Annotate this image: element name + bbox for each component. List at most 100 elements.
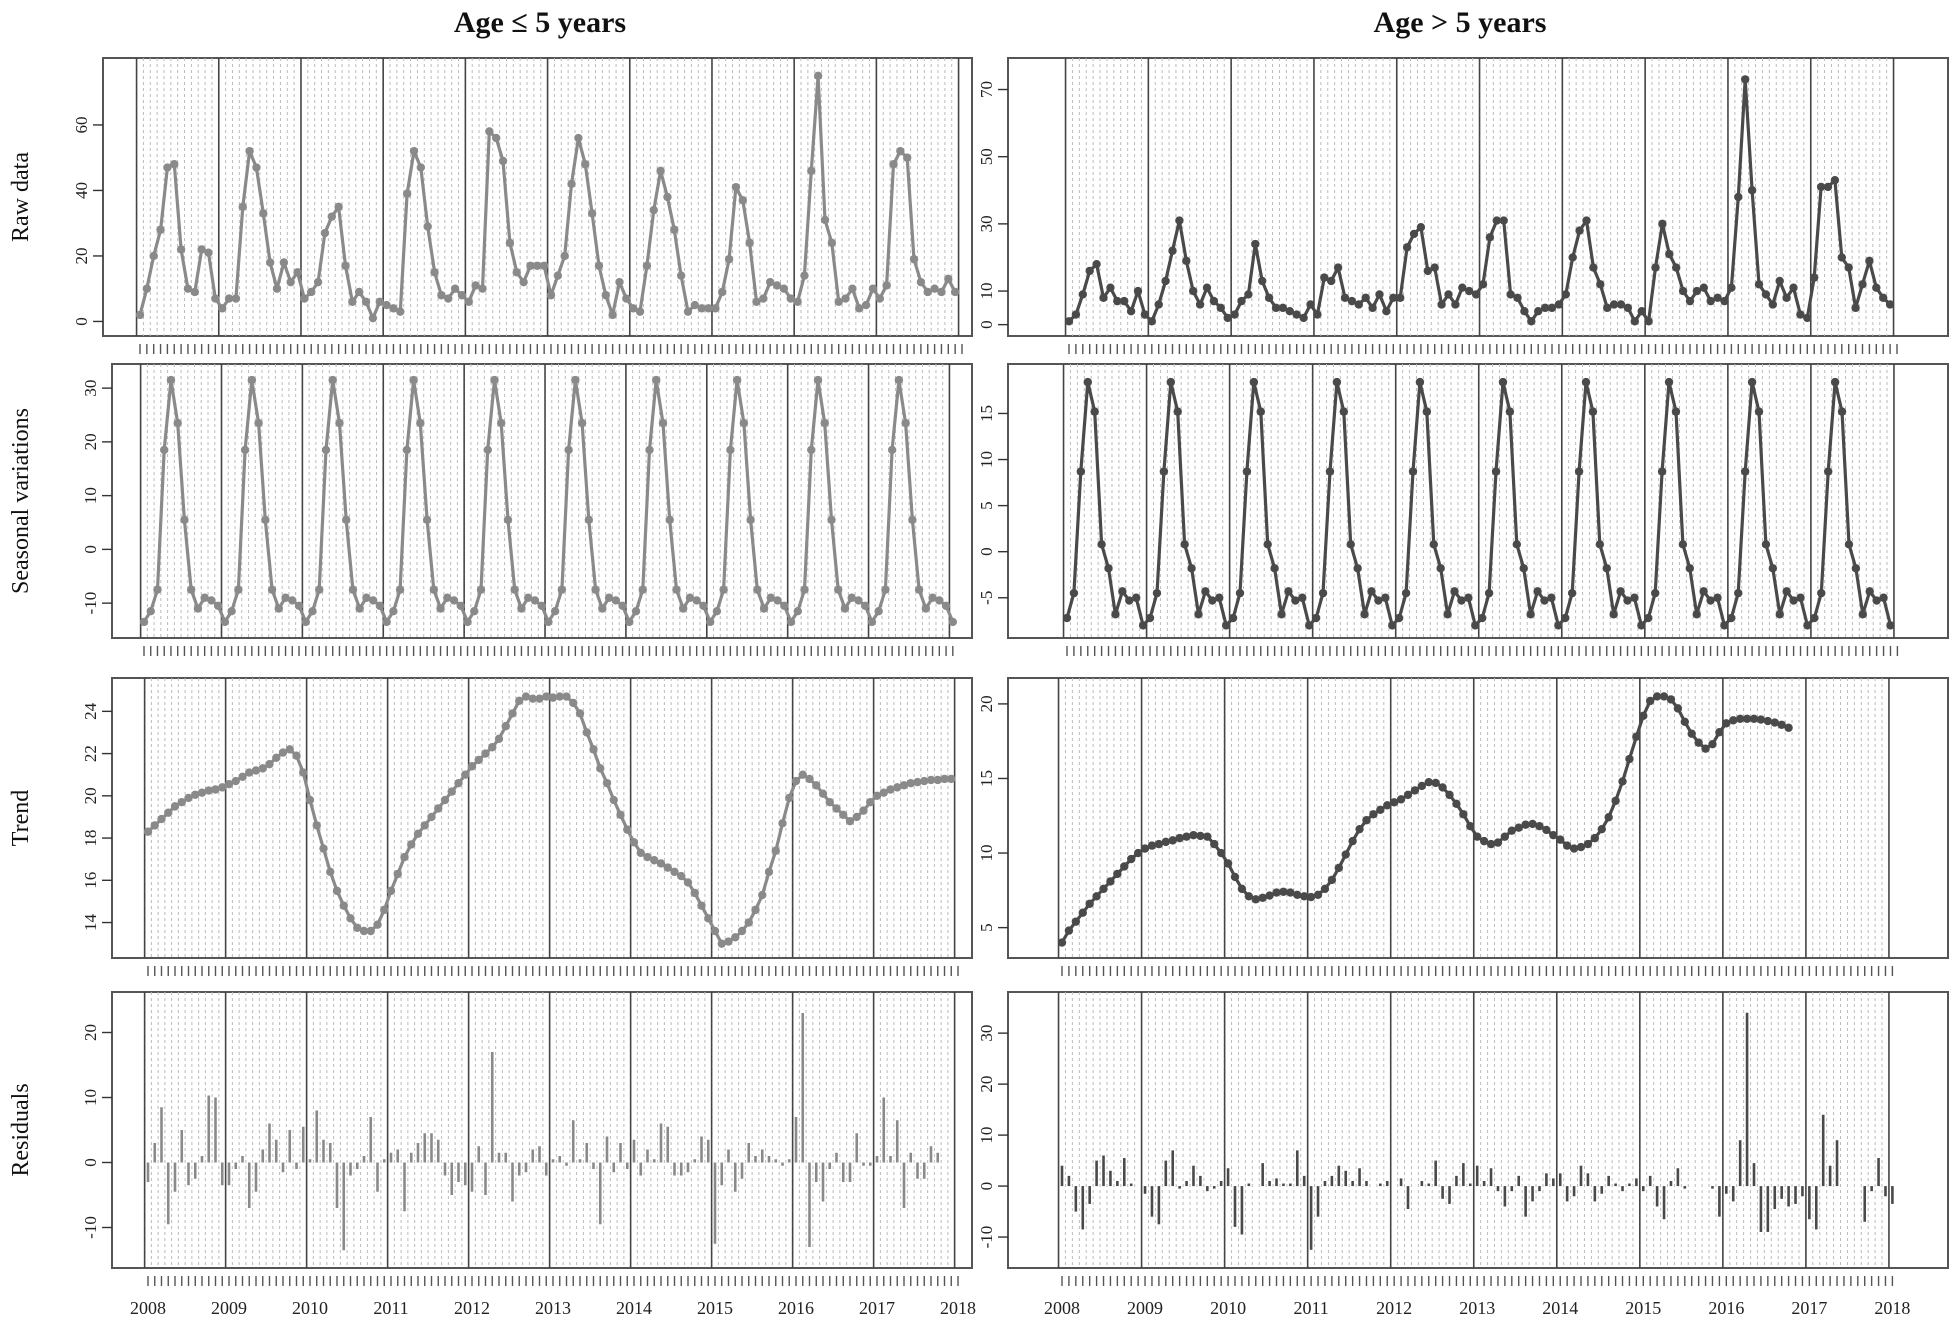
data-point	[807, 166, 816, 175]
data-point	[434, 804, 443, 813]
data-point	[947, 774, 956, 784]
data-point	[732, 375, 742, 385]
data-point	[1083, 377, 1092, 387]
data-point	[1618, 777, 1627, 786]
data-point	[1720, 296, 1729, 306]
data-point	[1596, 280, 1605, 289]
data-point	[1844, 540, 1854, 549]
data-point	[1286, 888, 1295, 897]
data-point	[1554, 300, 1564, 309]
data-point	[197, 788, 207, 797]
data-point	[1340, 293, 1350, 302]
data-point	[839, 810, 848, 820]
data-point	[299, 768, 308, 777]
data-point	[1145, 613, 1155, 623]
data-point	[1479, 836, 1489, 846]
data-point	[793, 606, 802, 616]
data-point	[1382, 307, 1391, 316]
data-point	[1735, 714, 1745, 724]
data-point	[1556, 835, 1565, 844]
data-point	[589, 745, 598, 754]
data-point	[234, 585, 243, 594]
data-point	[1830, 377, 1840, 387]
data-point	[1202, 283, 1212, 292]
data-point	[265, 759, 274, 769]
data-point	[173, 418, 182, 428]
data-point	[874, 606, 883, 616]
data-point	[1320, 273, 1329, 282]
data-point	[1195, 300, 1205, 309]
data-point	[483, 445, 492, 455]
data-point	[594, 261, 604, 270]
data-point	[1209, 296, 1219, 306]
data-point	[461, 770, 470, 779]
data-point	[1540, 303, 1550, 313]
data-point	[1514, 823, 1523, 832]
panel-frame	[1007, 57, 1949, 337]
y-tick-label: 30	[81, 380, 100, 397]
data-point	[1187, 564, 1196, 573]
data-point	[1265, 891, 1274, 900]
data-point	[813, 71, 823, 81]
data-point	[251, 766, 261, 775]
data-point	[535, 694, 544, 703]
data-point	[1251, 895, 1260, 904]
data-point	[1740, 467, 1750, 476]
data-point	[649, 205, 658, 215]
data-point	[334, 202, 343, 212]
data-point	[766, 277, 775, 287]
data-point	[542, 692, 551, 701]
data-point	[1133, 286, 1143, 296]
data-point	[1685, 564, 1695, 573]
data-point	[731, 933, 740, 942]
data-point	[1339, 407, 1349, 416]
data-point	[928, 593, 937, 602]
data-point	[793, 297, 802, 306]
data-point	[908, 515, 917, 525]
data-point	[672, 585, 681, 594]
data-point	[1513, 293, 1522, 302]
data-point	[197, 245, 206, 254]
data-point	[1471, 621, 1480, 630]
data-point	[1097, 540, 1106, 549]
data-point	[582, 728, 591, 737]
data-point	[1333, 263, 1343, 272]
data-point	[422, 515, 432, 525]
data-point	[267, 585, 277, 594]
data-point	[443, 593, 452, 602]
data-point	[818, 789, 828, 798]
data-point	[663, 863, 672, 872]
data-point	[1242, 467, 1252, 476]
data-point	[380, 905, 389, 915]
data-point	[889, 160, 898, 169]
data-point	[557, 585, 567, 594]
data-point	[1651, 263, 1660, 272]
data-point	[1313, 310, 1322, 319]
data-point	[1424, 778, 1433, 787]
data-point	[704, 304, 713, 313]
data-point	[200, 593, 209, 602]
data-point	[305, 795, 315, 805]
data-point	[1547, 593, 1556, 602]
data-point	[1865, 256, 1874, 266]
data-point	[764, 867, 774, 877]
data-point	[1492, 216, 1502, 225]
data-point	[355, 604, 364, 613]
data-point	[1320, 884, 1330, 894]
data-point	[779, 284, 789, 293]
y-tick-label: 10	[977, 1127, 996, 1144]
y-axis-title: Residuals	[8, 1083, 34, 1176]
x-tick-label: 2010	[292, 1298, 328, 1318]
data-point	[1376, 805, 1385, 814]
data-point	[1879, 593, 1888, 602]
data-point	[1727, 283, 1736, 292]
data-point	[1175, 216, 1184, 225]
data-point	[1237, 884, 1247, 894]
data-point	[658, 418, 668, 428]
data-point	[259, 209, 268, 218]
data-point	[739, 418, 749, 428]
data-point	[1299, 313, 1308, 323]
data-point	[724, 937, 733, 946]
data-point	[1078, 908, 1087, 917]
data-point	[471, 281, 480, 290]
